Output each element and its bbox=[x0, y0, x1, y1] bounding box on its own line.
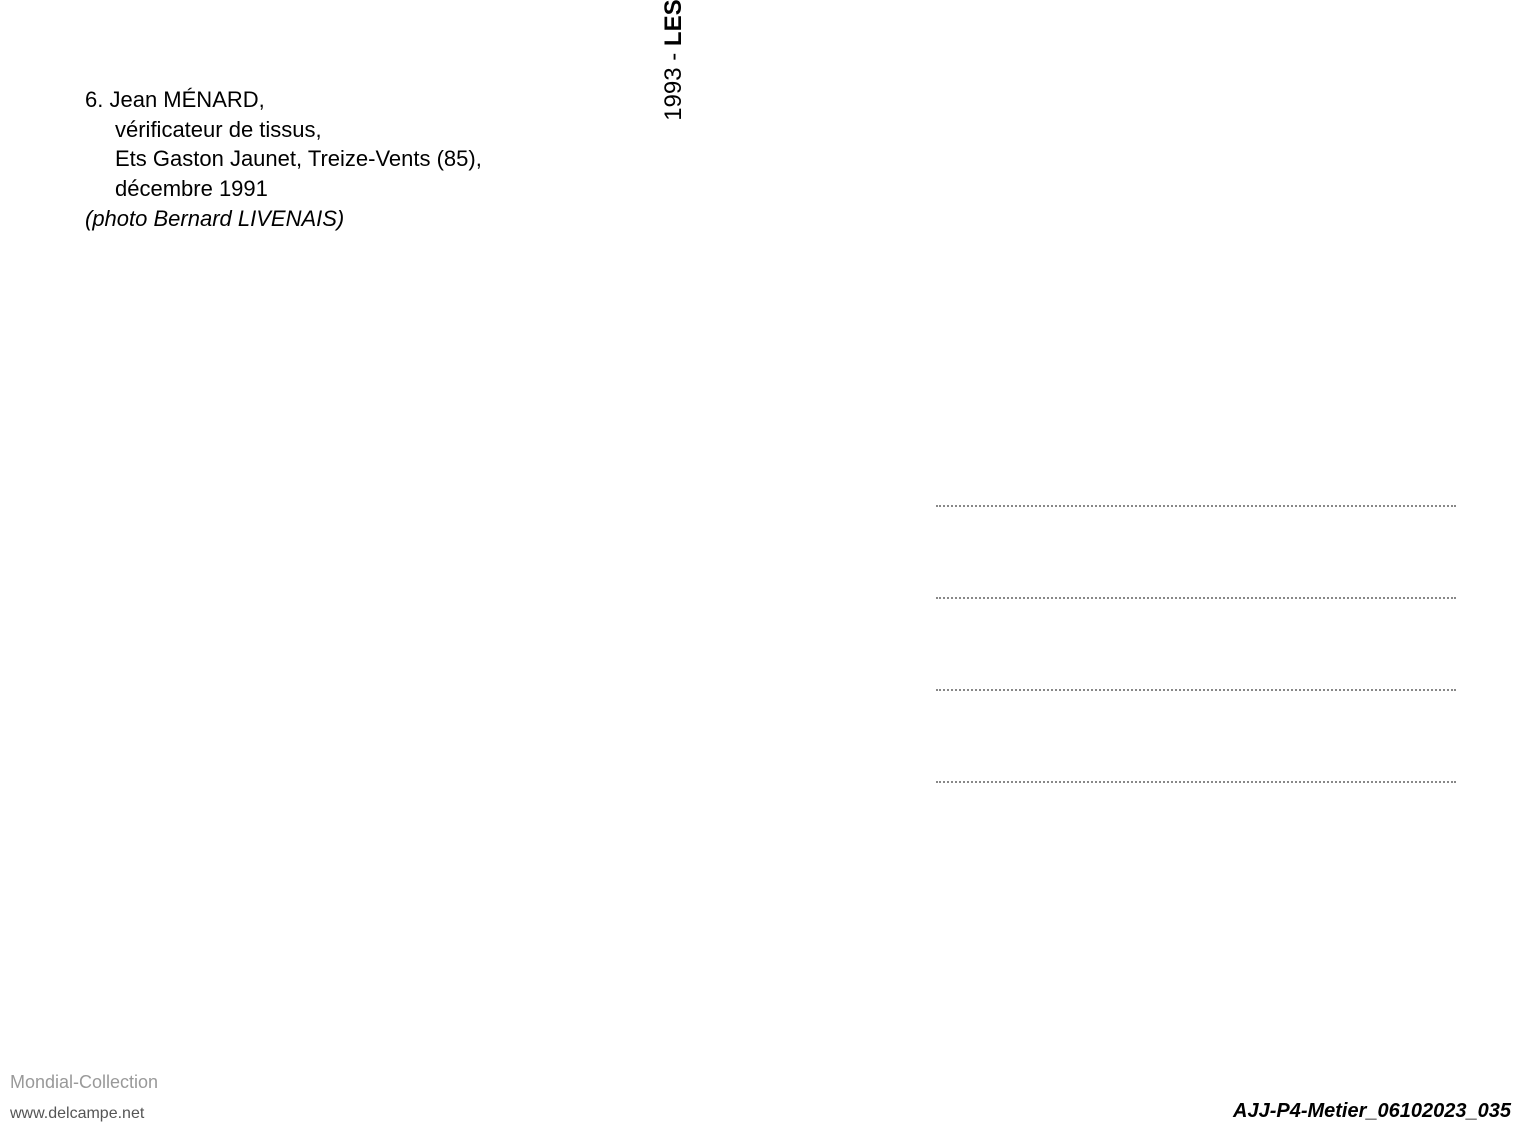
card-number: 6. bbox=[85, 87, 103, 112]
postcard-container: 6. Jean MÉNARD, vérificateur de tissus, … bbox=[25, 25, 1496, 1071]
description-block: 6. Jean MÉNARD, vérificateur de tissus, … bbox=[85, 85, 482, 233]
address-lines-block bbox=[936, 505, 1456, 873]
description-line-4: décembre 1991 bbox=[85, 174, 482, 204]
collection-title: LES MILLE ET UN TRAVAUX DE L'HOMME bbox=[660, 0, 687, 46]
photo-credit: (photo Bernard LIVENAIS) bbox=[85, 204, 482, 234]
year-start: 1993 - bbox=[660, 46, 687, 121]
person-name: Jean MÉNARD, bbox=[109, 87, 264, 112]
watermark-text: Mondial-Collection bbox=[10, 1072, 158, 1093]
description-line-1: 6. Jean MÉNARD, bbox=[85, 85, 482, 115]
address-line bbox=[936, 781, 1456, 783]
footer-reference: AJJ-P4-Metier_06102023_035 bbox=[1233, 1100, 1511, 1123]
address-line bbox=[936, 505, 1456, 507]
description-line-3: Ets Gaston Jaunet, Treize-Vents (85), bbox=[85, 144, 482, 174]
center-divider-text: 1993 - LES MILLE ET UN TRAVAUX DE L'HOMM… bbox=[660, 0, 715, 185]
address-line bbox=[936, 689, 1456, 691]
center-title-line: 1993 - LES MILLE ET UN TRAVAUX DE L'HOMM… bbox=[660, 0, 688, 185]
collection-subtitle: Collection de 90 cartes - 300 ex. bbox=[692, 0, 715, 185]
footer-website: www.delcampe.net bbox=[10, 1105, 144, 1123]
address-line bbox=[936, 597, 1456, 599]
description-line-2: vérificateur de tissus, bbox=[85, 115, 482, 145]
